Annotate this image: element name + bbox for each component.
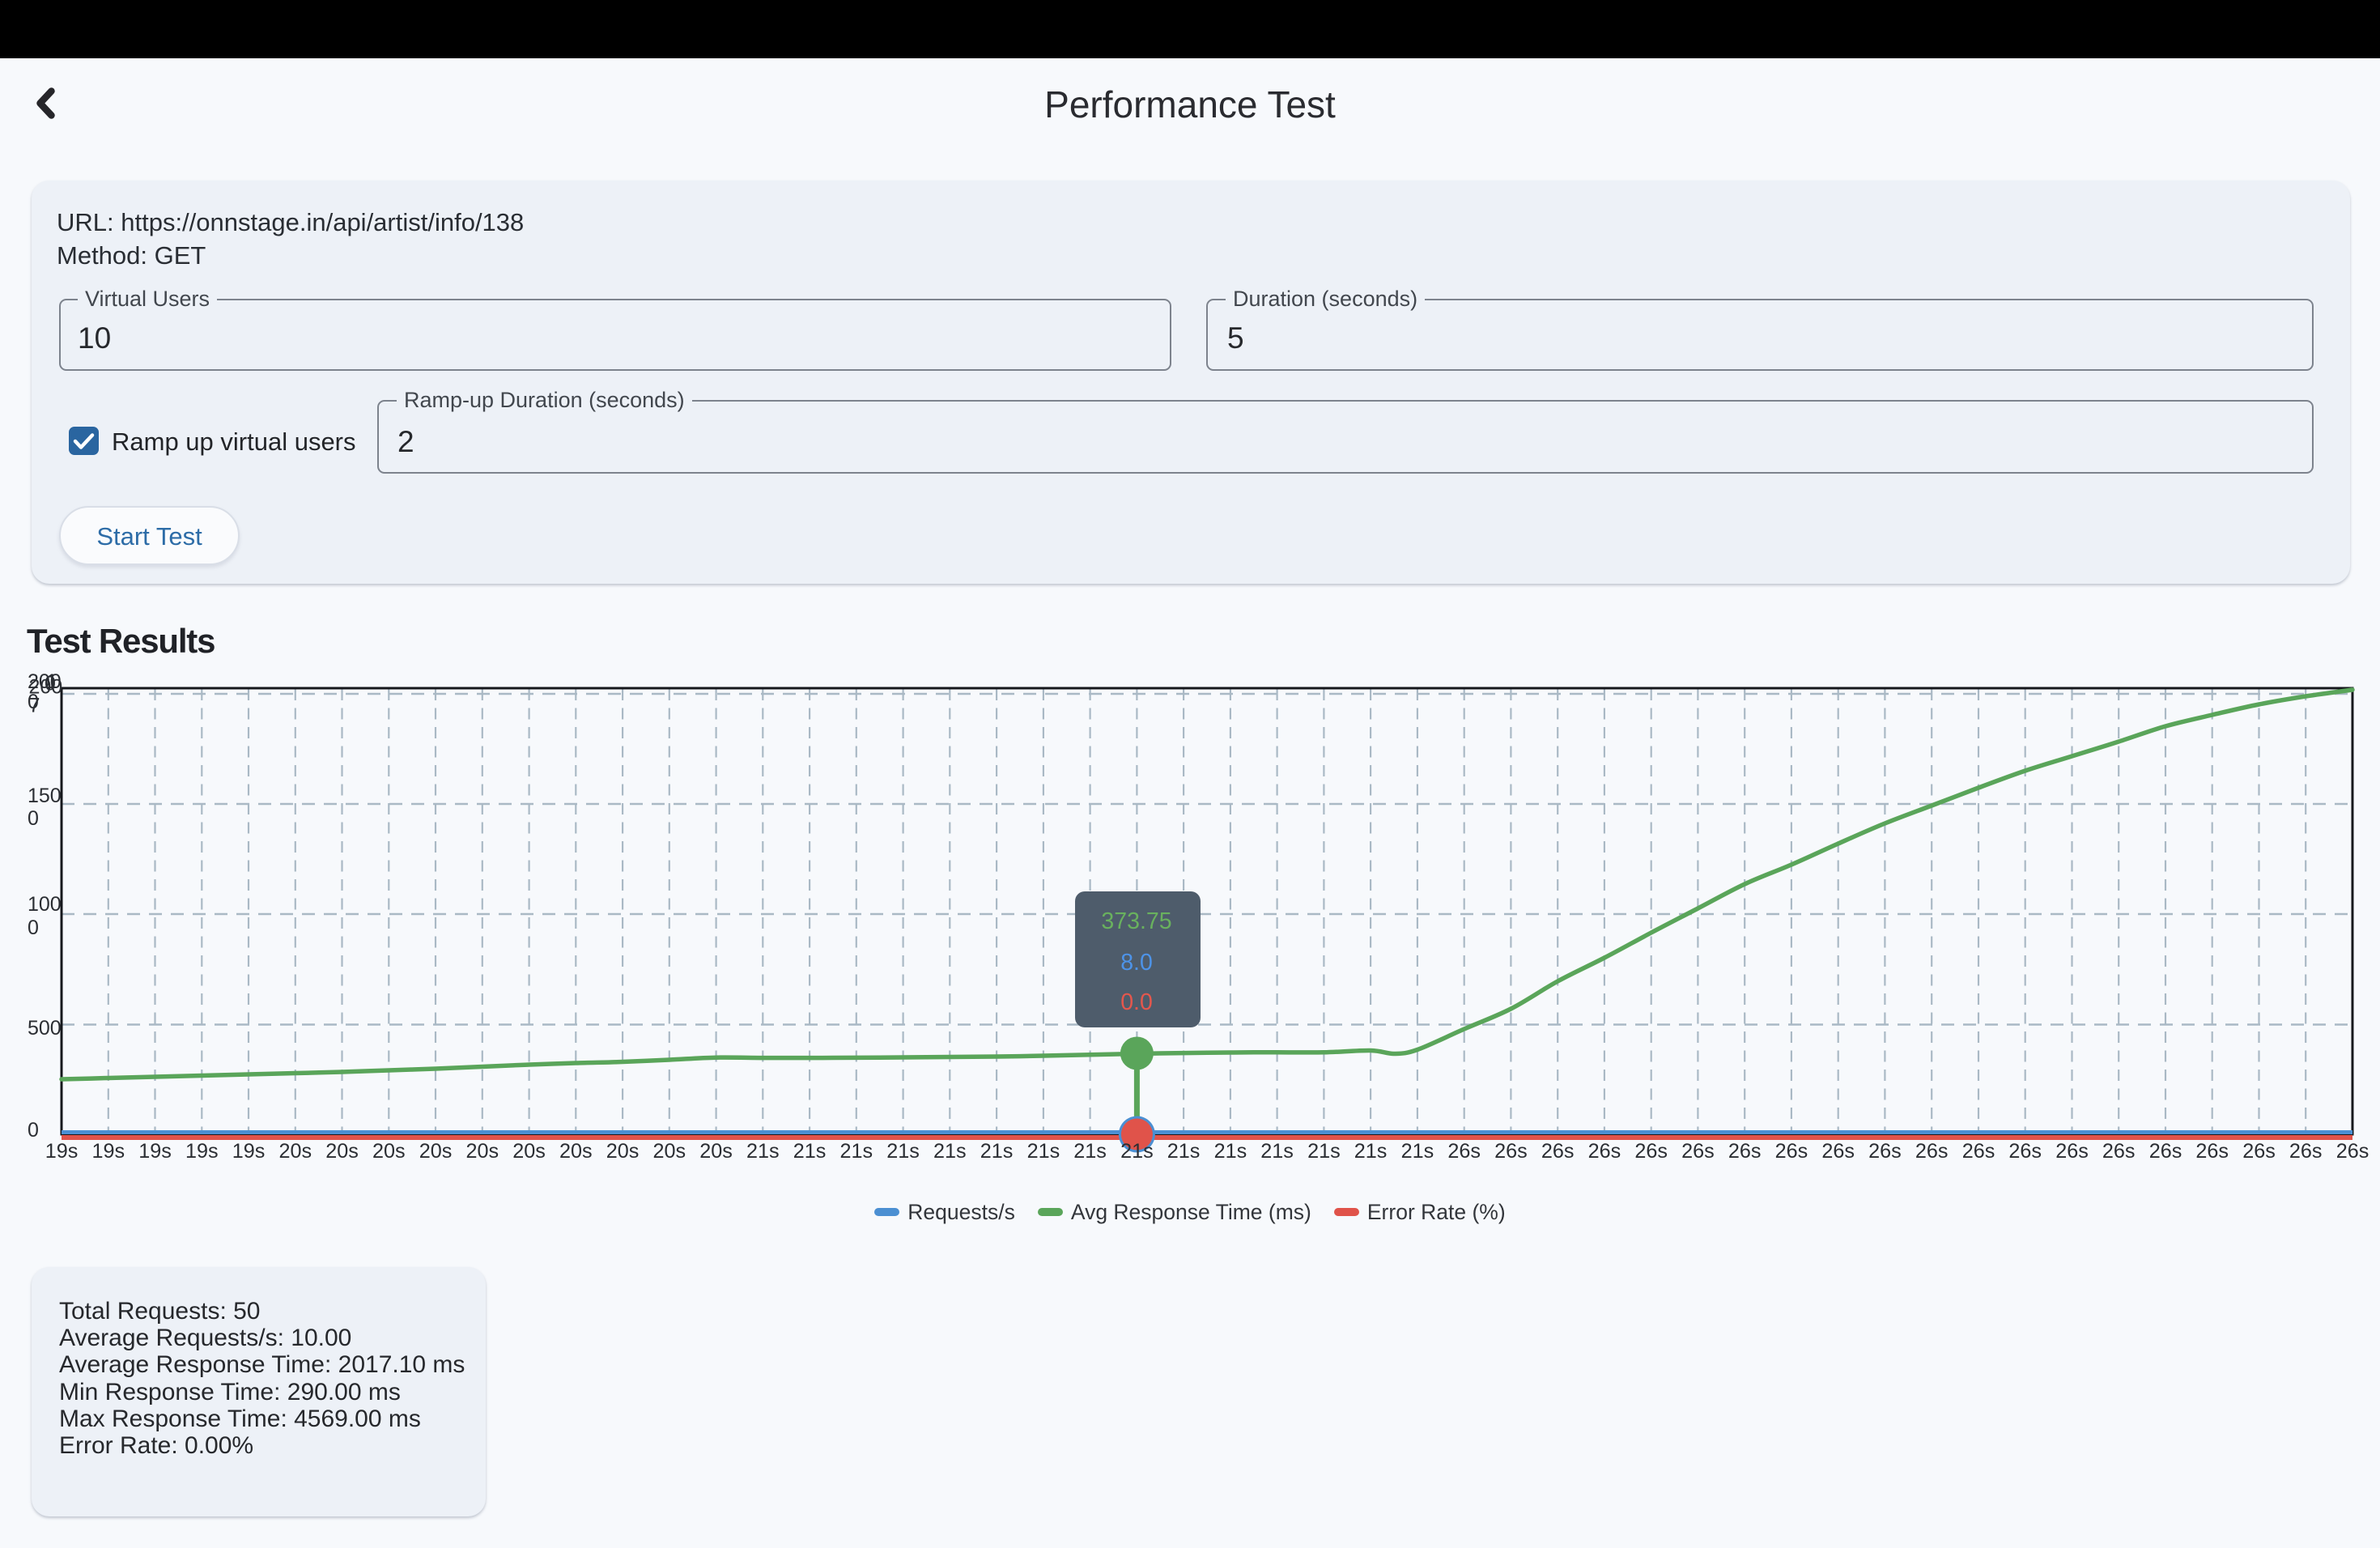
svg-text:21s: 21s [980, 1140, 1014, 1163]
svg-text:20s: 20s [419, 1140, 453, 1163]
svg-text:21s: 21s [839, 1140, 873, 1163]
svg-text:26s: 26s [2055, 1140, 2089, 1163]
svg-text:20s: 20s [512, 1140, 546, 1163]
svg-text:21s: 21s [1167, 1140, 1201, 1163]
svg-text:21s: 21s [933, 1140, 967, 1163]
svg-text:26s: 26s [1541, 1140, 1575, 1163]
svg-text:21s: 21s [793, 1140, 827, 1163]
svg-text:0.0: 0.0 [1120, 989, 1153, 1015]
svg-text:26s: 26s [1775, 1140, 1808, 1163]
svg-text:21s: 21s [1214, 1140, 1247, 1163]
svg-text:21s: 21s [1073, 1140, 1107, 1163]
svg-text:26s: 26s [2242, 1140, 2276, 1163]
svg-text:1: 1 [46, 670, 57, 693]
svg-text:19s: 19s [232, 1140, 266, 1163]
svg-text:26s: 26s [2102, 1140, 2136, 1163]
svg-text:26s: 26s [1447, 1140, 1481, 1163]
svg-text:100: 100 [28, 893, 62, 916]
svg-text:0: 0 [28, 916, 39, 939]
svg-text:21s: 21s [1401, 1140, 1434, 1163]
svg-text:20s: 20s [278, 1140, 312, 1163]
svg-text:20s: 20s [325, 1140, 359, 1163]
svg-text:0: 0 [28, 807, 39, 830]
svg-text:26s: 26s [1634, 1140, 1668, 1163]
svg-text:21s: 21s [1354, 1140, 1388, 1163]
svg-text:26s: 26s [2149, 1140, 2182, 1163]
svg-text:26s: 26s [1868, 1140, 1902, 1163]
svg-text:20s: 20s [652, 1140, 686, 1163]
svg-text:19s: 19s [45, 1140, 79, 1163]
svg-text:21s: 21s [1307, 1140, 1341, 1163]
svg-text:7: 7 [29, 695, 40, 717]
svg-text:26s: 26s [2336, 1140, 2369, 1163]
svg-text:21s: 21s [1260, 1140, 1294, 1163]
svg-text:500: 500 [28, 1017, 62, 1040]
svg-text:26s: 26s [1681, 1140, 1715, 1163]
svg-text:21s: 21s [1120, 1140, 1154, 1163]
svg-text:19s: 19s [185, 1140, 219, 1163]
svg-text:21s: 21s [746, 1140, 780, 1163]
svg-text:200: 200 [29, 676, 63, 699]
svg-text:26s: 26s [1821, 1140, 1855, 1163]
svg-text:26s: 26s [1494, 1140, 1528, 1163]
svg-text:19s: 19s [138, 1140, 172, 1163]
svg-text:0: 0 [28, 1119, 39, 1142]
svg-text:20s: 20s [699, 1140, 733, 1163]
svg-text:26s: 26s [1915, 1140, 1949, 1163]
svg-text:8.0: 8.0 [1120, 950, 1153, 976]
svg-text:20s: 20s [606, 1140, 640, 1163]
svg-text:20s: 20s [465, 1140, 499, 1163]
svg-text:26s: 26s [2289, 1140, 2323, 1163]
svg-text:0: 0 [28, 691, 39, 713]
svg-text:150: 150 [28, 785, 62, 807]
svg-text:26s: 26s [2195, 1140, 2229, 1163]
svg-text:26s: 26s [1728, 1140, 1762, 1163]
svg-text:21s: 21s [1027, 1140, 1060, 1163]
svg-text:21s: 21s [886, 1140, 920, 1163]
svg-text:200: 200 [28, 670, 62, 693]
svg-text:26s: 26s [1588, 1140, 1621, 1163]
svg-text:19s: 19s [91, 1140, 125, 1163]
svg-text:0: 0 [45, 673, 56, 695]
svg-text:26s: 26s [2008, 1140, 2042, 1163]
svg-text:20s: 20s [372, 1140, 406, 1163]
svg-text:26s: 26s [1962, 1140, 1995, 1163]
svg-text:373.75: 373.75 [1101, 908, 1171, 934]
svg-text:20s: 20s [559, 1140, 593, 1163]
